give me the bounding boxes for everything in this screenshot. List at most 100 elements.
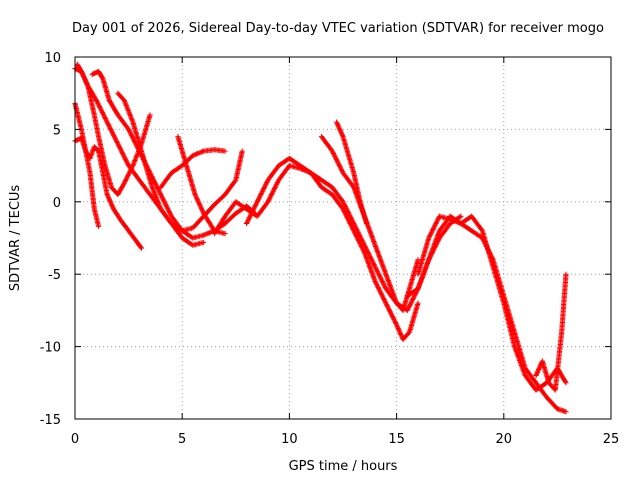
data-point <box>563 380 569 386</box>
data-point-cluster <box>319 135 335 153</box>
data-point-cluster <box>469 214 485 233</box>
data-point <box>340 199 346 205</box>
x-tick-label: 25 <box>603 432 620 447</box>
data-point <box>426 235 432 241</box>
data-point-cluster <box>341 171 356 189</box>
data-point-cluster <box>552 330 565 392</box>
y-tick-label: -15 <box>40 413 61 428</box>
data-point-cluster <box>111 207 122 221</box>
data-point-cluster <box>459 221 474 233</box>
series-arc-14 <box>415 213 569 415</box>
data-point-cluster <box>407 258 421 290</box>
data-point <box>340 206 346 212</box>
data-point-cluster <box>415 236 431 276</box>
data-point-cluster <box>96 135 108 167</box>
data-point-cluster <box>287 156 302 168</box>
x-tick-label: 10 <box>281 432 298 447</box>
data-point-cluster <box>340 135 356 175</box>
data-point-cluster <box>373 243 389 276</box>
data-point-cluster <box>92 145 101 153</box>
data-point-cluster <box>405 286 420 298</box>
data-point-cluster <box>266 164 281 182</box>
data-point-cluster <box>223 211 238 226</box>
data-point-cluster <box>105 120 120 146</box>
data-point-cluster <box>193 193 206 215</box>
data-point-cluster <box>130 120 142 146</box>
data-point-cluster <box>92 207 101 228</box>
data-point-cluster <box>401 330 412 341</box>
data-point-cluster <box>501 294 517 334</box>
data-point-cluster <box>158 171 174 189</box>
data-point-cluster <box>351 171 363 204</box>
data-point-cluster <box>426 229 442 262</box>
data-point <box>78 68 85 75</box>
data-series <box>72 61 569 415</box>
data-point-cluster <box>79 70 90 88</box>
data-point-cluster <box>100 77 112 102</box>
data-point-cluster <box>255 200 270 218</box>
data-point-cluster <box>91 113 101 138</box>
data-point-cluster <box>512 330 528 370</box>
data-point-cluster <box>233 149 245 182</box>
data-point-cluster <box>186 171 198 196</box>
series-arc-2 <box>72 100 145 251</box>
data-point-cluster <box>340 207 356 233</box>
series-arc-6 <box>115 90 245 234</box>
series-arc-7 <box>175 134 258 234</box>
data-point-cluster <box>426 214 442 240</box>
data-point-cluster <box>373 280 388 305</box>
data-point-cluster <box>79 128 89 153</box>
data-point-cluster <box>135 240 144 250</box>
data-point-cluster <box>100 171 110 196</box>
data-point <box>222 148 228 154</box>
data-point-cluster <box>334 120 346 139</box>
data-point <box>147 112 153 118</box>
data-point <box>563 271 569 277</box>
data-point-cluster <box>158 207 174 226</box>
data-point-cluster <box>480 236 496 262</box>
y-tick-label: -10 <box>40 341 61 356</box>
x-tick-label: 15 <box>388 432 405 447</box>
data-point-cluster <box>94 99 110 124</box>
data-point-cluster <box>383 272 399 305</box>
data-point-cluster <box>102 164 114 189</box>
data-point-cluster <box>115 181 127 197</box>
data-point <box>383 300 389 306</box>
data-point <box>201 239 207 245</box>
data-point <box>479 235 485 241</box>
data-point-cluster <box>137 178 152 197</box>
data-point-cluster <box>298 163 313 175</box>
data-point-cluster <box>96 149 106 175</box>
y-tick-label: 0 <box>53 196 61 211</box>
data-point-cluster <box>191 232 205 241</box>
data-point-cluster <box>202 147 216 154</box>
data-point <box>158 191 164 198</box>
data-point-cluster <box>201 211 217 233</box>
data-point-cluster <box>158 193 174 218</box>
data-point-cluster <box>191 214 206 230</box>
x-tick-label: 0 <box>71 432 79 447</box>
data-point-cluster <box>276 164 292 182</box>
data-point-cluster <box>490 258 507 298</box>
data-point-cluster <box>512 345 528 377</box>
data-point <box>104 191 110 198</box>
data-point-cluster <box>139 113 153 146</box>
data-point-cluster <box>437 222 452 240</box>
data-point <box>138 245 145 251</box>
data-point <box>243 220 250 227</box>
data-point-cluster <box>255 178 270 204</box>
data-point-cluster <box>415 258 431 291</box>
data-point-cluster <box>191 240 205 248</box>
axis-ticks: 0 5 10 15 20 25 -15 -10 -5 0 5 10 <box>40 51 620 447</box>
data-point-cluster <box>126 164 142 182</box>
y-tick-label: 5 <box>53 123 61 138</box>
series-arc-8 <box>158 147 228 190</box>
data-point <box>239 148 245 154</box>
data-point-cluster <box>150 185 163 211</box>
data-point-cluster <box>309 171 324 189</box>
data-point-cluster <box>501 301 517 348</box>
x-axis-label: GPS time / hours <box>289 459 398 474</box>
data-point-cluster <box>244 200 260 225</box>
x-tick-label: 20 <box>496 432 513 447</box>
